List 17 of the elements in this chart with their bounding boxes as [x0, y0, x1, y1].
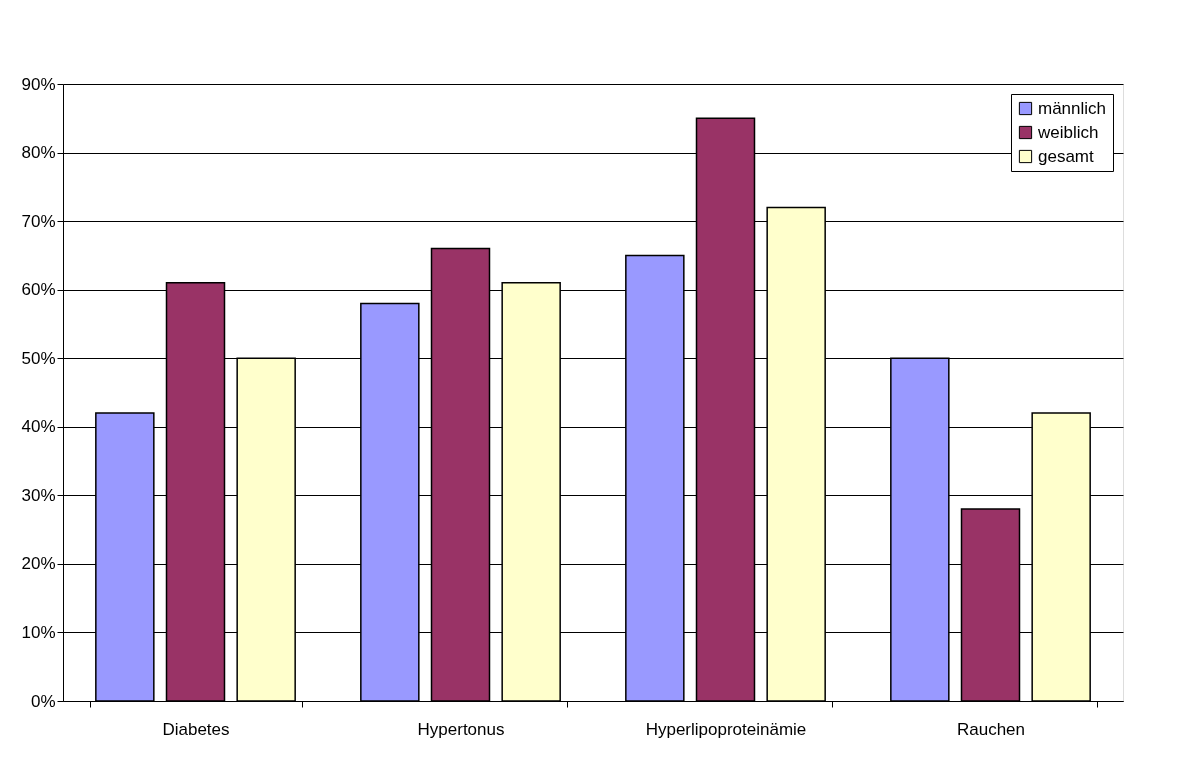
x-tick-label: Hypertonus — [417, 719, 505, 739]
y-tick-label: 90% — [21, 74, 56, 94]
x-tick-label: Diabetes — [162, 719, 230, 739]
y-tick-label: 10% — [21, 622, 56, 642]
y-tick-label: 0% — [30, 691, 56, 711]
legend-label: gesamt — [1038, 146, 1095, 166]
y-tick-label: 30% — [21, 485, 56, 505]
y-tick-label: 50% — [21, 348, 56, 368]
x-tick-label: Rauchen — [956, 719, 1026, 739]
y-tick-label: 20% — [21, 554, 56, 574]
legend-label: männlich — [1038, 98, 1107, 118]
y-tick-label: 60% — [21, 280, 56, 300]
y-tick-label: 80% — [21, 143, 56, 163]
legend-label: weiblich — [1037, 122, 1099, 142]
y-tick-label: 70% — [21, 211, 56, 231]
x-tick-label: Hyperlipoproteinämie — [645, 719, 807, 739]
y-tick-label: 40% — [21, 417, 56, 437]
